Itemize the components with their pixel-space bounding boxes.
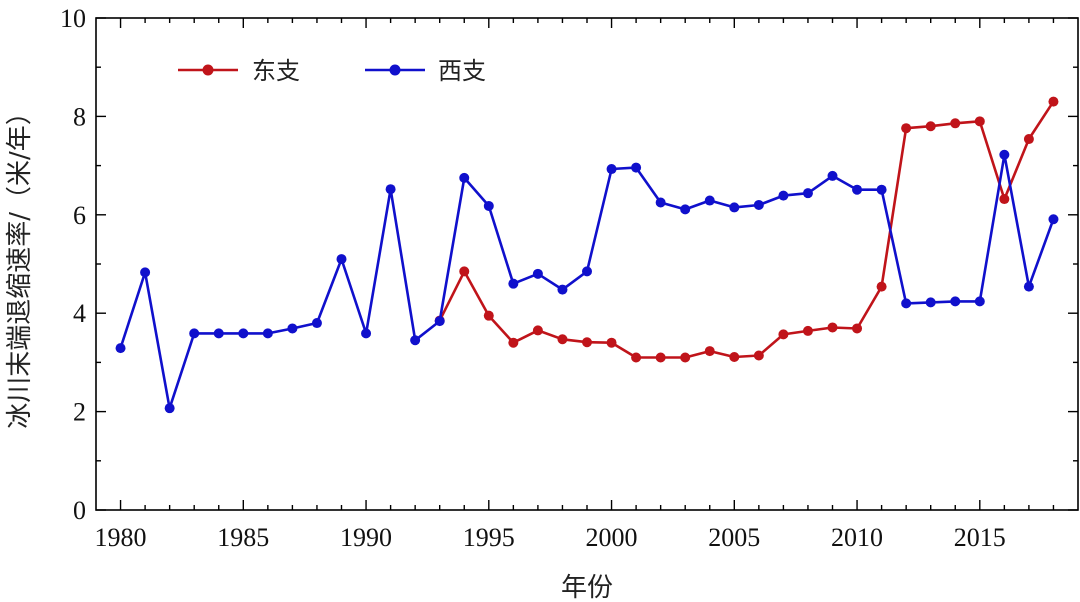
data-point — [827, 322, 838, 333]
data-point — [753, 350, 764, 361]
data-point — [901, 298, 912, 309]
data-point — [655, 197, 666, 208]
data-point — [1023, 281, 1034, 292]
data-point — [778, 190, 789, 201]
data-point — [140, 267, 151, 278]
legend-marker — [202, 64, 214, 76]
data-point — [606, 337, 617, 348]
legend-label: 西支 — [438, 57, 486, 85]
data-point — [385, 184, 396, 195]
data-point — [508, 278, 519, 289]
series-line — [438, 100, 1055, 359]
data-point — [876, 184, 887, 195]
data-point — [1048, 96, 1059, 107]
data-point — [925, 121, 936, 132]
data-point — [950, 296, 961, 307]
legend-item: 西支 — [365, 57, 486, 85]
data-point — [852, 323, 863, 334]
x-tick-label: 2000 — [586, 523, 638, 552]
data-point — [483, 200, 494, 211]
data-point — [1048, 214, 1059, 225]
data-point — [410, 335, 421, 346]
data-point — [434, 316, 445, 327]
y-axis-title: 冰川末端退缩速率/（米/年） — [5, 99, 35, 429]
data-point — [802, 188, 813, 199]
data-point — [459, 266, 470, 277]
axes: 0 2 4 6 8 10 1980 1985 1990 1995 2000 2005 2010 2015 — [60, 4, 1079, 552]
data-point — [508, 337, 519, 348]
series-0 — [434, 96, 1059, 363]
x-tick-label: 2005 — [708, 523, 760, 552]
data-point — [459, 172, 470, 183]
legend-label: 东支 — [252, 57, 300, 85]
series-layer — [115, 96, 1059, 414]
data-point — [704, 346, 715, 357]
legend-marker — [389, 64, 401, 76]
y-tick-label: 4 — [73, 299, 86, 328]
data-point — [802, 325, 813, 336]
x-tick-label: 1980 — [95, 523, 147, 552]
x-tick-label: 1990 — [340, 523, 392, 552]
y-tick-label: 2 — [73, 398, 86, 427]
y-tick-label: 10 — [60, 4, 86, 33]
x-axis-title: 年份 — [561, 573, 613, 602]
data-point — [336, 254, 347, 265]
data-point — [852, 184, 863, 195]
data-point — [582, 266, 592, 277]
data-point — [974, 296, 985, 307]
data-point — [680, 204, 691, 215]
data-point — [631, 352, 642, 363]
legend: 东支 西支 — [178, 57, 486, 85]
data-point — [631, 162, 642, 173]
data-point — [115, 343, 126, 354]
x-tick-label: 2010 — [831, 523, 883, 552]
x-tick-label: 2015 — [954, 523, 1006, 552]
series-1 — [115, 149, 1059, 414]
data-point — [950, 118, 961, 129]
data-point — [287, 323, 298, 334]
data-point — [753, 199, 764, 210]
data-point — [974, 116, 985, 127]
data-point — [361, 328, 372, 339]
data-point — [189, 328, 200, 339]
data-point — [680, 352, 691, 363]
data-point — [778, 329, 789, 340]
x-tick-label: 1985 — [217, 523, 269, 552]
data-point — [557, 284, 568, 295]
data-point — [238, 328, 249, 339]
data-point — [311, 318, 322, 329]
data-point — [876, 281, 887, 292]
data-point — [925, 297, 936, 308]
data-point — [729, 202, 740, 213]
data-point — [213, 328, 224, 339]
data-point — [557, 334, 568, 345]
y-tick-label: 6 — [73, 201, 86, 230]
data-point — [901, 123, 912, 134]
series-line — [119, 153, 1055, 410]
data-point — [606, 164, 617, 175]
plot-frame — [95, 17, 1079, 511]
data-point — [729, 351, 740, 362]
data-point — [1023, 134, 1034, 145]
y-tick-label: 0 — [73, 496, 86, 525]
data-point — [532, 325, 543, 336]
data-point — [532, 268, 543, 279]
data-point — [999, 194, 1010, 205]
y-tick-label: 8 — [73, 102, 86, 131]
data-point — [655, 352, 666, 363]
legend-item: 东支 — [178, 57, 300, 85]
data-point — [262, 328, 273, 339]
data-point — [827, 170, 838, 181]
x-tick-label: 1995 — [463, 523, 515, 552]
data-point — [164, 403, 175, 414]
data-point — [483, 310, 494, 321]
data-point — [704, 195, 715, 206]
data-point — [582, 337, 592, 348]
data-point — [999, 149, 1010, 160]
